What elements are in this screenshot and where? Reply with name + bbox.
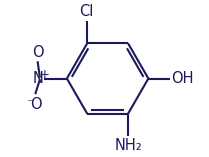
Text: +: + [39,68,49,81]
Text: O: O [33,45,44,60]
Text: ⁻: ⁻ [26,97,33,110]
Text: NH₂: NH₂ [114,138,142,153]
Text: Cl: Cl [79,4,94,19]
Text: O: O [30,97,42,111]
Text: N: N [33,71,44,86]
Text: OH: OH [172,71,194,86]
